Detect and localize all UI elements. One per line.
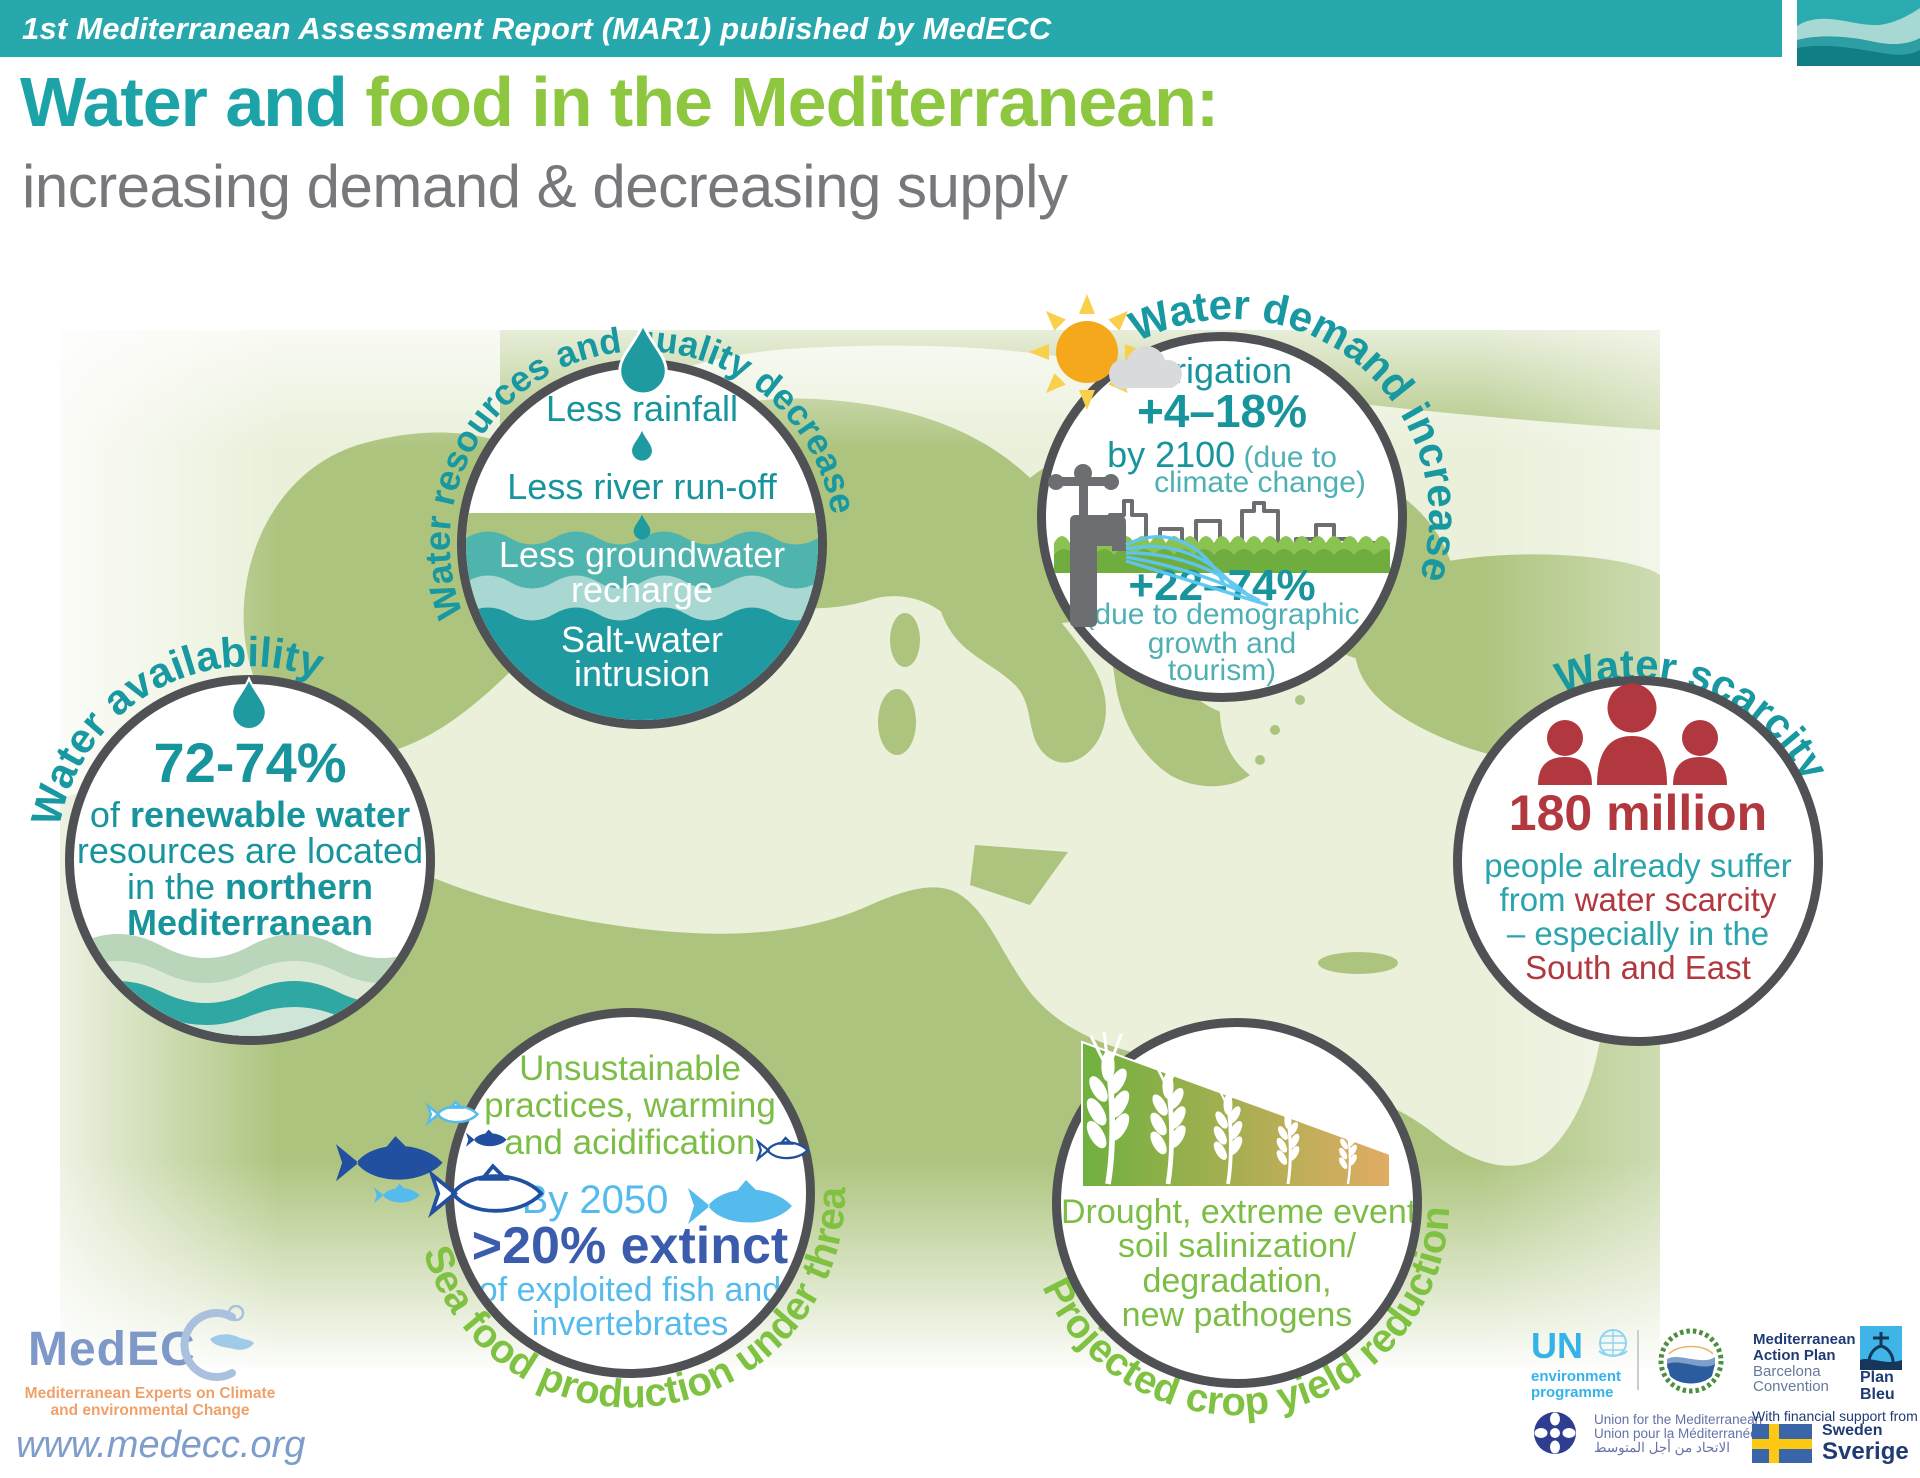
- less-groundwater-label: Less groundwater: [498, 534, 786, 575]
- page-title: Water and food in the Mediterranean:: [20, 62, 1219, 142]
- sweden-sv-label: Sverige: [1822, 1438, 1909, 1465]
- plan-bleu-logo: Plan Bleu: [1860, 1326, 1902, 1404]
- extinct-stat: >20% extinct: [471, 1217, 789, 1275]
- medecc-wordmark: MedEC: [28, 1323, 196, 1376]
- exploited-fish-label: of exploited fish and: [478, 1271, 782, 1309]
- unep-environment-label: environment: [1531, 1368, 1622, 1385]
- support-label: With financial support from: [1752, 1408, 1918, 1424]
- due-demographic-label: (due to demographic: [1084, 598, 1360, 631]
- ufm-label: Union for the Mediterranean Union pour l…: [1594, 1412, 1763, 1456]
- page-subtitle: increasing demand & decreasing supply: [22, 153, 1068, 220]
- availability-stat: 72-74%: [153, 731, 347, 794]
- water-scarcity-bubble: 180 million people already suffer from w…: [1453, 676, 1823, 1046]
- irrigation-stat: +4–18%: [1136, 385, 1308, 437]
- title-accent-food: food in the Mediterranean:: [365, 63, 1219, 141]
- groundwater-fill-icon: [466, 513, 818, 720]
- by-2100-label: by 2100: [1107, 434, 1236, 475]
- ufm-line3: الاتحاد من أجل المتوسط: [1594, 1440, 1730, 1456]
- ufm-emblem-icon: [1534, 1412, 1576, 1454]
- of-label: of: [89, 794, 130, 835]
- medecc-url: www.medecc.org: [16, 1424, 306, 1466]
- seafood-bubble: Unsustainable practices, warming and aci…: [445, 1008, 815, 1378]
- planbleu-line1: Plan: [1860, 1369, 1894, 1386]
- sweden-en-label: Sweden: [1822, 1422, 1883, 1439]
- south-east-label: South and East: [1525, 949, 1751, 986]
- salt-water-label: Salt-water: [560, 619, 724, 660]
- especially-label: – especially in the: [1506, 915, 1770, 952]
- due-to-label: (due to: [1235, 441, 1337, 474]
- barcelona-emblem-icon: [1658, 1328, 1724, 1394]
- map-line3: Barcelona: [1753, 1362, 1821, 1380]
- less-river-runoff-label: Less river run-off: [507, 466, 777, 507]
- resources-located-label: resources are located: [76, 830, 424, 871]
- degradation-label: degradation,: [1142, 1262, 1332, 1300]
- corner-wave-logo: [1797, 0, 1920, 66]
- plan-bleu-icon: [1860, 1326, 1902, 1370]
- planbleu-line2: Bleu: [1860, 1385, 1895, 1403]
- water-availability-bubble: 72-74% of renewable water resources are …: [65, 675, 435, 1045]
- recharge-label: recharge: [570, 569, 714, 610]
- irrigation-label: Irrigation: [1151, 350, 1293, 391]
- suffer-label: people already suffer: [1484, 847, 1792, 884]
- salinization-label: soil salinization/: [1117, 1227, 1357, 1265]
- ufm-line1: Union for the Mediterranean: [1594, 1412, 1763, 1427]
- banner-text: 1st Mediterranean Assessment Report (MAR…: [22, 11, 1052, 46]
- mediterranean-label: Mediterranean: [126, 902, 374, 943]
- unsustainable-label: Unsustainable: [519, 1049, 741, 1088]
- growth-label: growth and: [1147, 627, 1297, 660]
- climate-change-label: climate change): [1154, 466, 1366, 499]
- un-wordmark: UN: [1531, 1325, 1583, 1366]
- logo-divider: [1637, 1330, 1639, 1390]
- medecc-arc-icon: [180, 1305, 254, 1381]
- northern-label: northern: [225, 866, 374, 907]
- scarcity-stat: 180 million: [1508, 785, 1768, 841]
- un-emblem-icon: [1598, 1329, 1629, 1357]
- unep-programme-label: programme: [1531, 1384, 1614, 1402]
- banner: 1st Mediterranean Assessment Report (MAR…: [0, 0, 1782, 57]
- water-scarcity-label: water scarcity: [1574, 881, 1777, 918]
- by-2050-label: By 2050: [521, 1178, 669, 1222]
- map-barcelona-label: Mediterranean Action Plan Barcelona Conv…: [1753, 1332, 1856, 1395]
- title-accent-water: Water and: [20, 63, 366, 141]
- intrusion-label: intrusion: [573, 653, 711, 694]
- acidification-label: and acidification: [504, 1123, 756, 1162]
- medecc-tagline-1: Mediterranean Experts on Climate: [24, 1385, 276, 1402]
- from-label: from: [1499, 881, 1575, 918]
- medecc-tagline: Mediterranean Experts on Climate and env…: [0, 1385, 300, 1419]
- map-line4: Convention: [1753, 1378, 1829, 1396]
- invertebrates-label: invertebrates: [531, 1305, 729, 1343]
- water-demand-bubble: Irrigation +4–18% by 2100 (due to climat…: [1037, 332, 1407, 702]
- wave-logo-icon: [1797, 0, 1920, 66]
- renewable-water-label: renewable water: [129, 794, 411, 835]
- tourism-label: tourism): [1167, 654, 1277, 687]
- practices-label: practices, warming: [484, 1086, 776, 1125]
- in-the-label: in the: [126, 866, 226, 907]
- less-rainfall-label: Less rainfall: [545, 388, 739, 429]
- map-line1: Mediterranean: [1753, 1331, 1856, 1348]
- unep-logo: UN environment programme: [1531, 1325, 1631, 1401]
- pathogens-label: new pathogens: [1121, 1296, 1353, 1334]
- waves-icon: [74, 934, 426, 1036]
- sweden-flag-icon: [1752, 1424, 1812, 1463]
- drought-label: Drought, extreme events,: [1061, 1193, 1422, 1231]
- map-line2: Action Plan: [1753, 1346, 1836, 1364]
- medecc-tagline-2: and environmental Change: [50, 1402, 250, 1420]
- ufm-line2: Union pour la Méditerranée: [1594, 1426, 1758, 1442]
- water-resources-bubble: Less rainfall Less river run-off Less gr…: [457, 359, 827, 729]
- crop-yield-bubble: Drought, extreme events, soil salinizati…: [1052, 1018, 1422, 1388]
